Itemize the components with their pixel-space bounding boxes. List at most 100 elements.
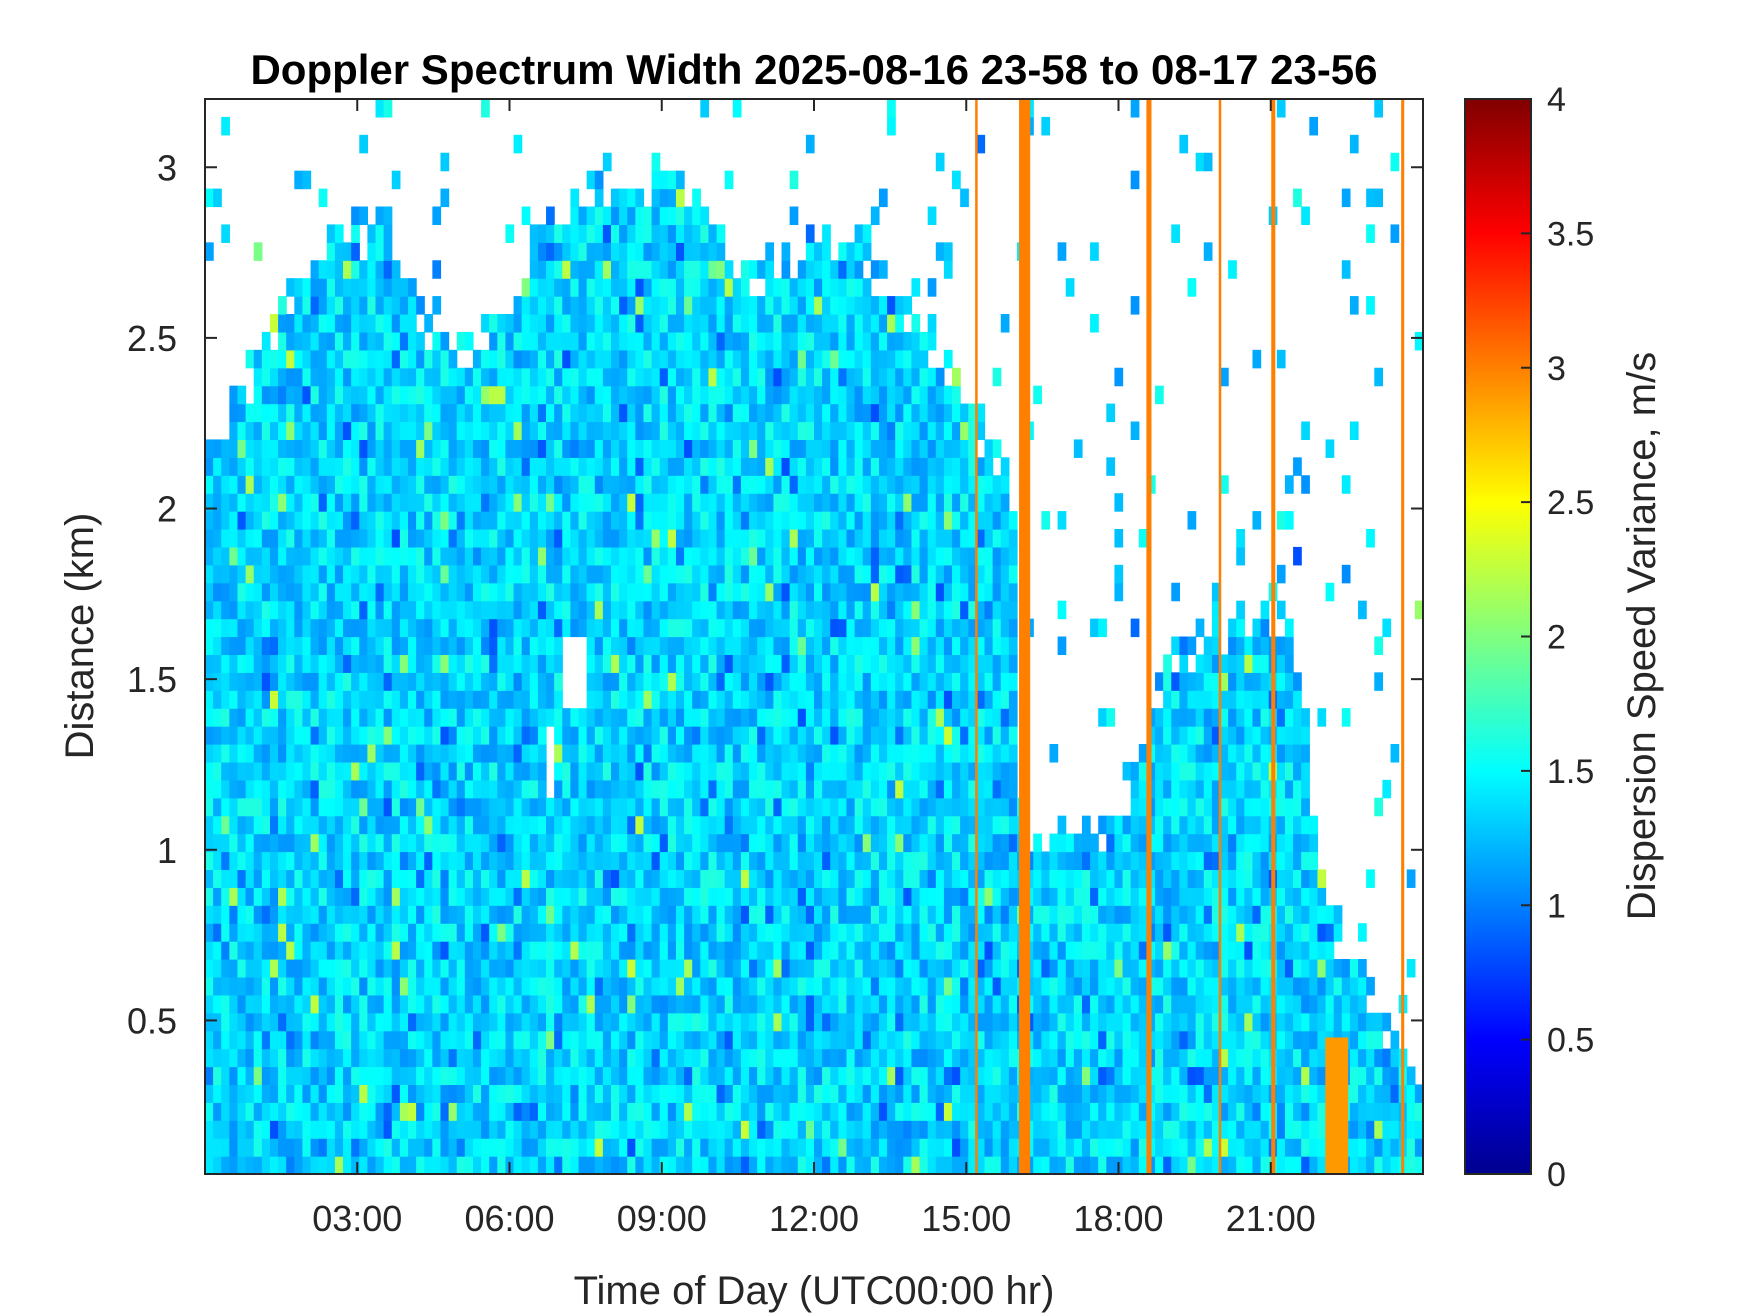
heatmap-cell — [976, 475, 986, 494]
heatmap-cell — [440, 1030, 450, 1050]
heatmap-cell — [570, 331, 580, 351]
heatmap-cell — [749, 636, 758, 656]
heatmap-cell — [586, 296, 596, 315]
heatmap-cell — [968, 779, 977, 799]
heatmap-cell — [659, 1138, 669, 1157]
heatmap-cell — [927, 708, 937, 727]
heatmap-cell — [911, 959, 921, 978]
heatmap-cell — [700, 206, 710, 226]
heatmap-cell — [773, 582, 783, 602]
heatmap-cell — [846, 1138, 856, 1157]
heatmap-cell — [878, 976, 888, 996]
heatmap-cell — [326, 708, 336, 727]
heatmap-cell — [822, 529, 831, 548]
heatmap-cell — [627, 1120, 636, 1139]
heatmap-cell — [546, 511, 555, 530]
heatmap-cell — [814, 1138, 823, 1157]
heatmap-cell — [416, 564, 425, 584]
heatmap-cell — [919, 475, 929, 494]
heatmap-cell — [822, 1120, 831, 1139]
heatmap-cell — [424, 672, 433, 691]
heatmap-cell — [562, 403, 571, 423]
heatmap-cell — [253, 1120, 263, 1139]
heatmap-cell — [838, 1138, 848, 1157]
heatmap-cell — [399, 959, 409, 978]
heatmap-cell — [895, 582, 904, 602]
heatmap-cell — [675, 1030, 685, 1050]
heatmap-cell — [351, 941, 360, 960]
heatmap-cell — [205, 744, 214, 763]
heatmap-cell — [862, 815, 872, 835]
heatmap-cell — [343, 1012, 352, 1032]
heatmap-cell — [602, 403, 612, 423]
heatmap-cell — [814, 1102, 823, 1121]
heatmap-cell — [310, 959, 320, 978]
heatmap-cell — [870, 672, 880, 691]
heatmap-cell — [976, 582, 986, 602]
heatmap-cell — [546, 242, 555, 261]
heatmap-cell — [838, 976, 848, 996]
heatmap-cell — [692, 744, 701, 763]
heatmap-cell — [505, 833, 515, 853]
heatmap-cell — [278, 582, 287, 602]
heatmap-cell — [968, 851, 977, 871]
heatmap-cell — [440, 493, 450, 512]
heatmap-cell — [326, 242, 336, 261]
heatmap-cell — [619, 546, 628, 566]
heatmap-cell — [334, 403, 344, 423]
heatmap-cell — [432, 815, 442, 835]
heatmap-cell — [968, 1030, 977, 1050]
heatmap-cell — [773, 421, 783, 441]
heatmap-cell — [318, 1102, 328, 1121]
heatmap-cell — [481, 744, 490, 763]
heatmap-cell — [814, 457, 823, 476]
heatmap-cell — [919, 869, 929, 888]
heatmap-cell — [732, 1102, 742, 1121]
heatmap-cell — [700, 529, 710, 548]
heatmap-cell — [326, 851, 336, 871]
heatmap-cell — [919, 833, 929, 853]
heatmap-cell — [732, 529, 742, 548]
heatmap-cell — [659, 976, 669, 996]
heatmap-cell — [464, 529, 474, 548]
heatmap-cell — [700, 331, 710, 351]
heatmap-cell — [619, 511, 628, 530]
heatmap-cell — [521, 887, 531, 906]
heatmap-cell — [984, 976, 994, 996]
heatmap-cell — [862, 475, 872, 494]
heatmap-cell — [740, 815, 750, 835]
heatmap-cell — [432, 976, 442, 996]
heatmap-cell — [935, 367, 945, 387]
heatmap-cell — [375, 797, 385, 817]
heatmap-cell — [481, 475, 490, 494]
heatmap-cell — [359, 815, 368, 835]
heatmap-cell — [627, 672, 636, 691]
heatmap-cell — [789, 941, 799, 960]
heatmap-cell — [594, 779, 604, 799]
heatmap-cell — [635, 851, 645, 871]
heatmap-cell — [554, 959, 563, 978]
heatmap-cell — [943, 1138, 953, 1157]
heatmap-cell — [391, 941, 401, 960]
heatmap-cell — [822, 869, 831, 888]
heatmap-cell — [887, 618, 896, 638]
heatmap-cell — [716, 672, 726, 691]
heatmap-cell — [578, 296, 588, 315]
heatmap-cell — [513, 976, 523, 996]
heatmap-cell — [513, 815, 523, 835]
heatmap-cell — [692, 511, 701, 530]
heatmap-cell — [708, 636, 718, 656]
heatmap-cell — [546, 797, 555, 817]
heatmap-cell — [1000, 833, 1010, 853]
heatmap-cell — [992, 887, 1002, 906]
heatmap-cell — [846, 994, 856, 1014]
heatmap-cell — [627, 690, 636, 709]
heatmap-cell — [635, 367, 645, 387]
heatmap-cell — [968, 475, 977, 494]
heatmap-cell — [375, 833, 385, 853]
heatmap-cell — [724, 1066, 734, 1086]
heatmap-cell — [424, 564, 433, 584]
heatmap-cell — [984, 779, 994, 799]
heatmap-cell — [472, 672, 482, 691]
heatmap-cell — [399, 833, 409, 853]
